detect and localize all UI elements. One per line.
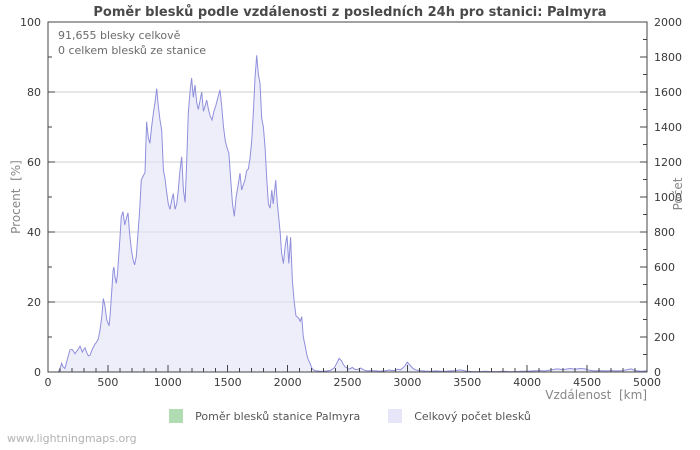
tick-label: 20 <box>27 296 41 309</box>
tick-label: 1800 <box>654 51 682 64</box>
tick-label: 1000 <box>654 191 682 204</box>
tick-label: 1400 <box>654 121 682 134</box>
tick-label: 5000 <box>633 376 661 389</box>
tick-label: 500 <box>97 376 118 389</box>
tick-label: 100 <box>20 16 41 29</box>
series-area-1 <box>48 55 647 373</box>
tick-label: 1600 <box>654 86 682 99</box>
tick-label: 600 <box>654 261 675 274</box>
y-axis-left-label: Procent [%] <box>9 160 23 234</box>
tick-label: 2000 <box>274 376 302 389</box>
tick-label: 400 <box>654 296 675 309</box>
tick-label: 4500 <box>573 376 601 389</box>
totals-annotation: 91,655 blesky celkově 0 celkem blesků ze… <box>58 28 206 58</box>
legend-label: Celkový počet blesků <box>414 409 531 423</box>
station-strikes-text: 0 celkem blesků ze stanice <box>58 44 207 57</box>
legend-label: Poměr blesků stanice Palmyra <box>195 409 361 423</box>
total-count-swatch <box>388 409 403 423</box>
legend: Poměr blesků stanice Palmyra Celkový poč… <box>0 409 700 423</box>
x-axis-label: Vzdálenost [km] <box>545 388 647 402</box>
tick-label: 800 <box>654 226 675 239</box>
tick-label: 2000 <box>654 16 682 29</box>
tick-label: 40 <box>27 226 41 239</box>
tick-label: 3000 <box>393 376 421 389</box>
tick-label: 60 <box>27 156 41 169</box>
series-line-1 <box>48 55 648 373</box>
tick-label: 1000 <box>154 376 182 389</box>
tick-label: 2500 <box>334 376 362 389</box>
tick-label: 200 <box>654 331 675 344</box>
station-ratio-swatch <box>169 409 184 423</box>
legend-item-station-ratio: Poměr blesků stanice Palmyra <box>169 409 360 423</box>
y-axis-right-label: Počet <box>671 177 685 211</box>
tick-label: 4000 <box>513 376 541 389</box>
total-strikes-text: 91,655 blesky celkově <box>58 29 181 42</box>
chart-title: Poměr blesků podle vzdálenosti z posledn… <box>93 5 607 20</box>
tick-label: 80 <box>27 86 41 99</box>
tick-label: 0 <box>654 366 661 379</box>
tick-label: 0 <box>45 376 52 389</box>
tick-label: 0 <box>34 366 41 379</box>
tick-label: 3500 <box>453 376 481 389</box>
tick-label: 1500 <box>214 376 242 389</box>
watermark-link: www.lightningmaps.org <box>7 432 137 445</box>
tick-label: 1200 <box>654 156 682 169</box>
legend-item-total-count: Celkový počet blesků <box>388 409 531 423</box>
